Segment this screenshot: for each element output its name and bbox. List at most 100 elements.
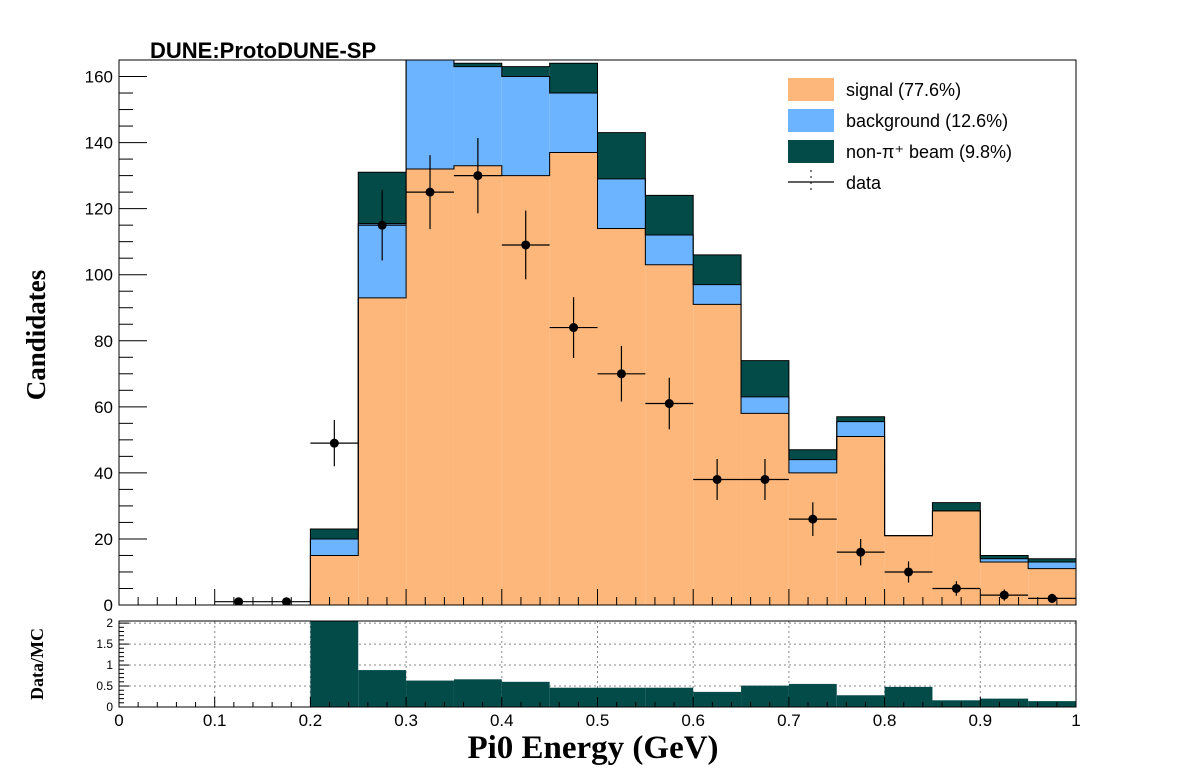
- ratio-y-tick-label: 0: [106, 700, 113, 714]
- bar-series1-bin15: [836, 421, 885, 437]
- ratio-bar: [1028, 701, 1076, 707]
- bar-series2-bin12: [693, 254, 742, 285]
- bar-series1-bin18: [980, 558, 1029, 563]
- legend-swatch: [788, 140, 834, 163]
- bar-series0-bin7: [453, 165, 502, 605]
- ratio-bar: [836, 695, 885, 707]
- ratio-bar: [788, 683, 837, 707]
- x-axis-label: Pi0 Energy (GeV): [467, 730, 718, 766]
- data-point: [569, 323, 579, 333]
- data-point: [377, 220, 387, 230]
- bar-series2-bin14: [788, 449, 837, 460]
- ratio-bars: [119, 621, 1076, 707]
- bar-series2-bin15: [836, 416, 885, 422]
- data-point: [664, 399, 674, 409]
- ratio-y-tick-label: 2: [106, 616, 113, 630]
- data-point: [999, 590, 1009, 600]
- y-axis-label: Candidates: [21, 270, 51, 401]
- ratio-bar: [693, 691, 742, 707]
- y-tick-label: 60: [94, 398, 113, 417]
- bar-series1-bin4: [310, 538, 359, 556]
- y-tick-label: 160: [85, 68, 113, 87]
- ratio-bar: [406, 680, 454, 707]
- ratio-bar: [549, 687, 598, 707]
- bar-series1-bin14: [788, 459, 837, 473]
- bar-series0-bin12: [693, 304, 742, 605]
- ratio-y-axis-label: Data/MC: [27, 628, 47, 700]
- y-tick-label: 80: [94, 332, 113, 351]
- bar-series2-bin9: [549, 63, 598, 94]
- bar-series2-bin8: [501, 66, 550, 77]
- main-plot: 0 20 40 60 80 100 120 140 160: [85, 59, 1077, 615]
- data-point: [473, 171, 483, 181]
- x-tick-label: 0.8: [873, 711, 897, 730]
- legend-label: data: [846, 173, 882, 193]
- histogram-bars: [119, 60, 1076, 605]
- bar-series0-bin4: [310, 555, 359, 605]
- y-tick-label: 0: [104, 596, 113, 615]
- bar-series1-bin12: [693, 284, 742, 305]
- x-tick-label: 0.4: [490, 711, 514, 730]
- x-tick-label: 0.9: [968, 711, 992, 730]
- bar-series2-bin7: [453, 63, 502, 67]
- bar-series0-bin5: [358, 297, 407, 605]
- data-point: [808, 514, 818, 524]
- legend-label: signal (77.6%): [846, 80, 961, 100]
- ratio-bar: [884, 686, 933, 707]
- ratio-bar: [358, 670, 407, 707]
- x-tick-label: 0: [114, 711, 123, 730]
- bar-series0-bin14: [788, 472, 837, 605]
- ratio-plot: 0 0.5 1 1.5 2 0 0.1 0.2 0.3 0.4 0.5 0.6 0.7 0.8 0.9 1: [96, 616, 1080, 730]
- ratio-bar: [932, 700, 981, 707]
- bar-series2-bin4: [310, 529, 359, 539]
- x-tick-label: 0.5: [586, 711, 610, 730]
- bar-series1-bin10: [597, 178, 646, 229]
- bar-series1-bin8: [501, 76, 550, 176]
- bar-series1-bin9: [549, 93, 598, 153]
- ratio-y-tick-label: 1: [106, 658, 113, 672]
- legend: signal (77.6%) background (12.6%) non-π⁺ b…: [788, 78, 1012, 194]
- ratio-bar: [501, 681, 550, 707]
- y-tick-label: 40: [94, 464, 113, 483]
- data-point: [856, 547, 866, 557]
- y-tick-label: 100: [85, 266, 113, 285]
- ratio-bar: [453, 679, 502, 707]
- bar-series1-bin19: [1028, 562, 1076, 569]
- data-point: [904, 567, 914, 577]
- ratio-bar: [741, 685, 789, 707]
- x-tick-label: 0.2: [299, 711, 323, 730]
- bar-series2-bin13: [741, 360, 789, 397]
- bar-series2-bin17: [932, 502, 981, 511]
- data-point: [234, 597, 244, 605]
- ratio-bar: [645, 687, 694, 707]
- legend-label: background (12.6%): [846, 111, 1008, 131]
- y-tick-label: 120: [85, 200, 113, 219]
- data-point: [712, 474, 722, 484]
- data-points: [214, 137, 1076, 605]
- x-tick-label: 0.7: [777, 711, 801, 730]
- bar-series1-bin11: [645, 235, 694, 265]
- data-point: [1047, 593, 1057, 603]
- bar-series0-bin11: [645, 264, 694, 605]
- legend-label: non-π⁺ beam (9.8%): [846, 142, 1012, 162]
- ratio-y-tick-label: 0.5: [96, 679, 113, 693]
- legend-swatch: [788, 78, 834, 101]
- stack-outline-2: [119, 60, 1076, 605]
- data-point: [616, 369, 626, 379]
- labels: DUNE:ProtoDUNE-SP Candidates Data/MC Pi0…: [21, 38, 719, 766]
- bar-series2-bin11: [645, 195, 694, 236]
- x-tick-label: 0.1: [203, 711, 227, 730]
- y-tick-label: 20: [94, 530, 113, 549]
- bar-series1-bin13: [741, 396, 789, 414]
- bar-series2-bin18: [980, 555, 1029, 559]
- legend-swatch: [788, 109, 834, 132]
- bar-series0-bin13: [741, 413, 789, 605]
- bar-series0-bin9: [549, 152, 598, 605]
- chart-title: DUNE:ProtoDUNE-SP: [150, 38, 376, 63]
- ratio-y-tick-label: 1.5: [96, 637, 113, 651]
- bar-series2-bin10: [597, 132, 646, 179]
- x-tick-label: 0.6: [681, 711, 705, 730]
- ratio-bar: [310, 621, 359, 707]
- data-point: [521, 240, 531, 250]
